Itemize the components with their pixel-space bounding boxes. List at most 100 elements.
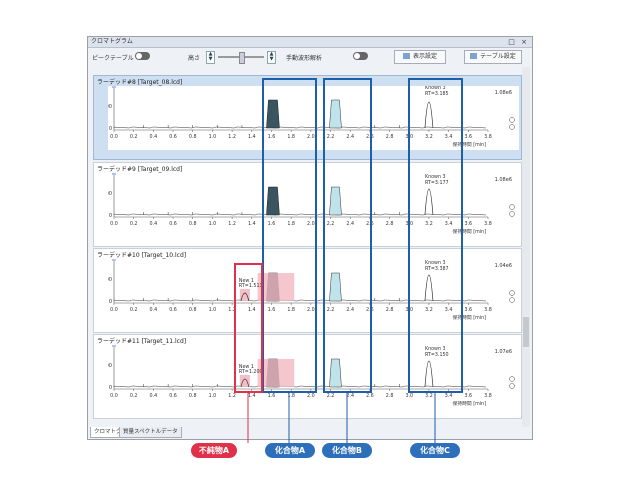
table-settings-button[interactable]: テーブル設定 <box>464 50 522 64</box>
bottom-tabs: クロマトグラム 質量スペクトルデータ <box>88 427 532 438</box>
x-tick-label: 3.6 <box>464 307 472 313</box>
plot-background <box>108 86 519 150</box>
x-tick-label: 3.2 <box>425 307 433 313</box>
x-tick-label: 1.6 <box>268 221 276 227</box>
x-tick-label: 1.0 <box>209 134 217 140</box>
x-tick-label: 0.8 <box>189 221 197 227</box>
peak-compound-a <box>266 186 280 216</box>
x-tick-label: 2.4 <box>346 221 354 227</box>
table-settings-label: テーブル設定 <box>480 53 516 60</box>
peak-table-label: ピークテーブル <box>92 55 134 62</box>
peak-label-new-rt: RT=1.200 <box>239 369 263 375</box>
chromatogram-plot[interactable]: 2500 0 1.07e6 0.0 0.2 0.4 0.6 0.8 1.0 1.2 1.4 1.6 1.… <box>108 345 519 409</box>
tab-mass-spectrum[interactable]: 質量スペクトルデータ <box>119 427 182 438</box>
x-tick-label: 0.0 <box>110 221 118 227</box>
settings-icon <box>402 53 410 59</box>
height-slider-knob[interactable] <box>239 52 245 64</box>
x-tick-label: 0.6 <box>169 134 177 140</box>
height-label: 高さ <box>188 55 201 62</box>
y-tick-label: 0 <box>109 299 112 305</box>
x-tick-label: 3.4 <box>445 221 453 227</box>
x-tick-label: 2.8 <box>386 307 394 313</box>
peak-compound-b <box>329 358 342 388</box>
scale-label: 1.07e6 <box>495 349 512 355</box>
x-tick-label: 3.8 <box>484 221 492 227</box>
x-axis-label: 保持時間 [min] <box>452 228 486 235</box>
vertical-scrollbar[interactable] <box>522 67 530 427</box>
peak-label-rt: RT=3.185 <box>425 91 449 97</box>
x-tick-label: 1.4 <box>248 221 256 227</box>
window-controls[interactable]: □ × <box>508 38 529 46</box>
x-tick-label: 2.8 <box>386 134 394 140</box>
zoom-in-icon <box>509 376 515 382</box>
table-icon <box>470 53 478 59</box>
x-tick-label: 3.4 <box>445 134 453 140</box>
x-tick-label: 2.4 <box>346 393 354 399</box>
peak-label-rt: RT=3.177 <box>425 180 449 186</box>
x-tick-label: 2.2 <box>327 307 335 313</box>
chromatogram-plot[interactable]: 2500 0 1.04e6 0.0 0.2 0.4 0.6 0.8 1.0 1.2 1.4 1.6 1.… <box>108 259 519 323</box>
x-tick-label: 3.8 <box>484 134 492 140</box>
chromatogram-pane[interactable]: ラーデッド#9 [Target_09.lcd] 2500 0 1.08e6 0.0 0.… <box>93 162 522 247</box>
zoom-out-icon <box>509 124 515 130</box>
peak-compound-b <box>329 99 342 129</box>
height-stepper-right[interactable]: ▲ ▼ <box>267 51 276 64</box>
x-tick-label: 1.4 <box>248 393 256 399</box>
chromatogram-pane[interactable]: ラーデッド#11 [Target_11.lcd] 2500 0 1.07e6 0.0 0… <box>93 334 522 419</box>
x-tick-label: 1.6 <box>268 393 276 399</box>
x-tick-label: 0.8 <box>189 307 197 313</box>
x-tick-label: 0.0 <box>110 307 118 313</box>
peak-label-known: Known 3 <box>425 346 446 352</box>
x-tick-label: 3.4 <box>445 393 453 399</box>
peak-label-rt: RT=3.150 <box>425 352 449 358</box>
peak-table-toggle[interactable] <box>135 52 150 60</box>
x-tick-label: 2.0 <box>307 393 315 399</box>
x-tick-label: 0.8 <box>189 393 197 399</box>
toolbar: ピークテーブル 高さ ▲ ▼ ▲ ▼ 手動波形解析 表示設定 テーブル設定 <box>88 48 532 65</box>
x-tick-label: 3.2 <box>425 134 433 140</box>
scale-label: 1.04e6 <box>495 263 512 269</box>
zoom-out-icon <box>509 297 515 303</box>
manual-analysis-toggle[interactable] <box>353 52 368 60</box>
x-tick-label: 3.0 <box>405 221 413 227</box>
height-stepper-left[interactable]: ▲ ▼ <box>206 51 215 64</box>
chromatogram-plot[interactable]: 2500 0 1.08e6 0.0 0.2 0.4 0.6 0.8 1.0 1.2 1.4 1.6 1.… <box>108 173 519 237</box>
x-tick-label: 2.8 <box>386 221 394 227</box>
y-tick-label: 0 <box>109 126 112 132</box>
zoom-out-icon <box>509 211 515 217</box>
x-tick-label: 1.2 <box>228 134 236 140</box>
x-tick-label: 0.0 <box>110 134 118 140</box>
zoom-in-icon <box>509 117 515 123</box>
x-tick-label: 1.8 <box>287 221 295 227</box>
x-tick-label: 3.8 <box>484 307 492 313</box>
pane-title: ラーデッド#8 [Target_08.lcd] <box>97 79 183 86</box>
manual-analysis-label: 手動波形解析 <box>286 55 323 62</box>
height-slider[interactable] <box>218 52 264 64</box>
chromatogram-pane[interactable]: ラーデッド#10 [Target_10.lcd] 2500 0 1.04e6 0.0 0… <box>93 248 522 333</box>
chromatogram-pane[interactable]: ラーデッド#8 [Target_08.lcd] 2500 0 1.08e6 0.0 0.… <box>93 75 522 160</box>
x-tick-label: 0.2 <box>130 307 138 313</box>
chromatogram-panes: ラーデッド#8 [Target_08.lcd] 2500 0 1.08e6 0.0 0.… <box>88 67 532 427</box>
x-tick-label: 3.0 <box>405 307 413 313</box>
peak-label-known: Known 3 <box>425 260 446 266</box>
display-settings-button[interactable]: 表示設定 <box>394 50 446 64</box>
pane-title: ラーデッド#10 [Target_10.lcd] <box>97 252 187 259</box>
x-tick-label: 1.0 <box>209 307 217 313</box>
scale-label: 1.08e6 <box>495 177 512 183</box>
x-tick-label: 2.6 <box>366 307 374 313</box>
peak-label-known: Known 3 <box>425 174 446 180</box>
pane-title: ラーデッド#11 [Target_11.lcd] <box>97 338 187 345</box>
compound-b-badge: 化合物B <box>322 443 372 458</box>
scrollbar-thumb[interactable] <box>523 317 529 347</box>
highlight-region <box>257 273 295 301</box>
plot-background <box>108 259 519 323</box>
x-tick-label: 2.6 <box>366 221 374 227</box>
x-tick-label: 1.8 <box>287 393 295 399</box>
x-tick-label: 0.8 <box>189 134 197 140</box>
chromatogram-plot[interactable]: 2500 0 1.08e6 0.0 0.2 0.4 0.6 0.8 1.0 1.2 1.4 1.6 1.… <box>108 86 519 150</box>
x-tick-label: 3.0 <box>405 393 413 399</box>
x-tick-label: 3.2 <box>425 393 433 399</box>
x-tick-label: 2.0 <box>307 307 315 313</box>
peak-compound-a <box>266 99 280 129</box>
x-tick-label: 2.2 <box>327 134 335 140</box>
